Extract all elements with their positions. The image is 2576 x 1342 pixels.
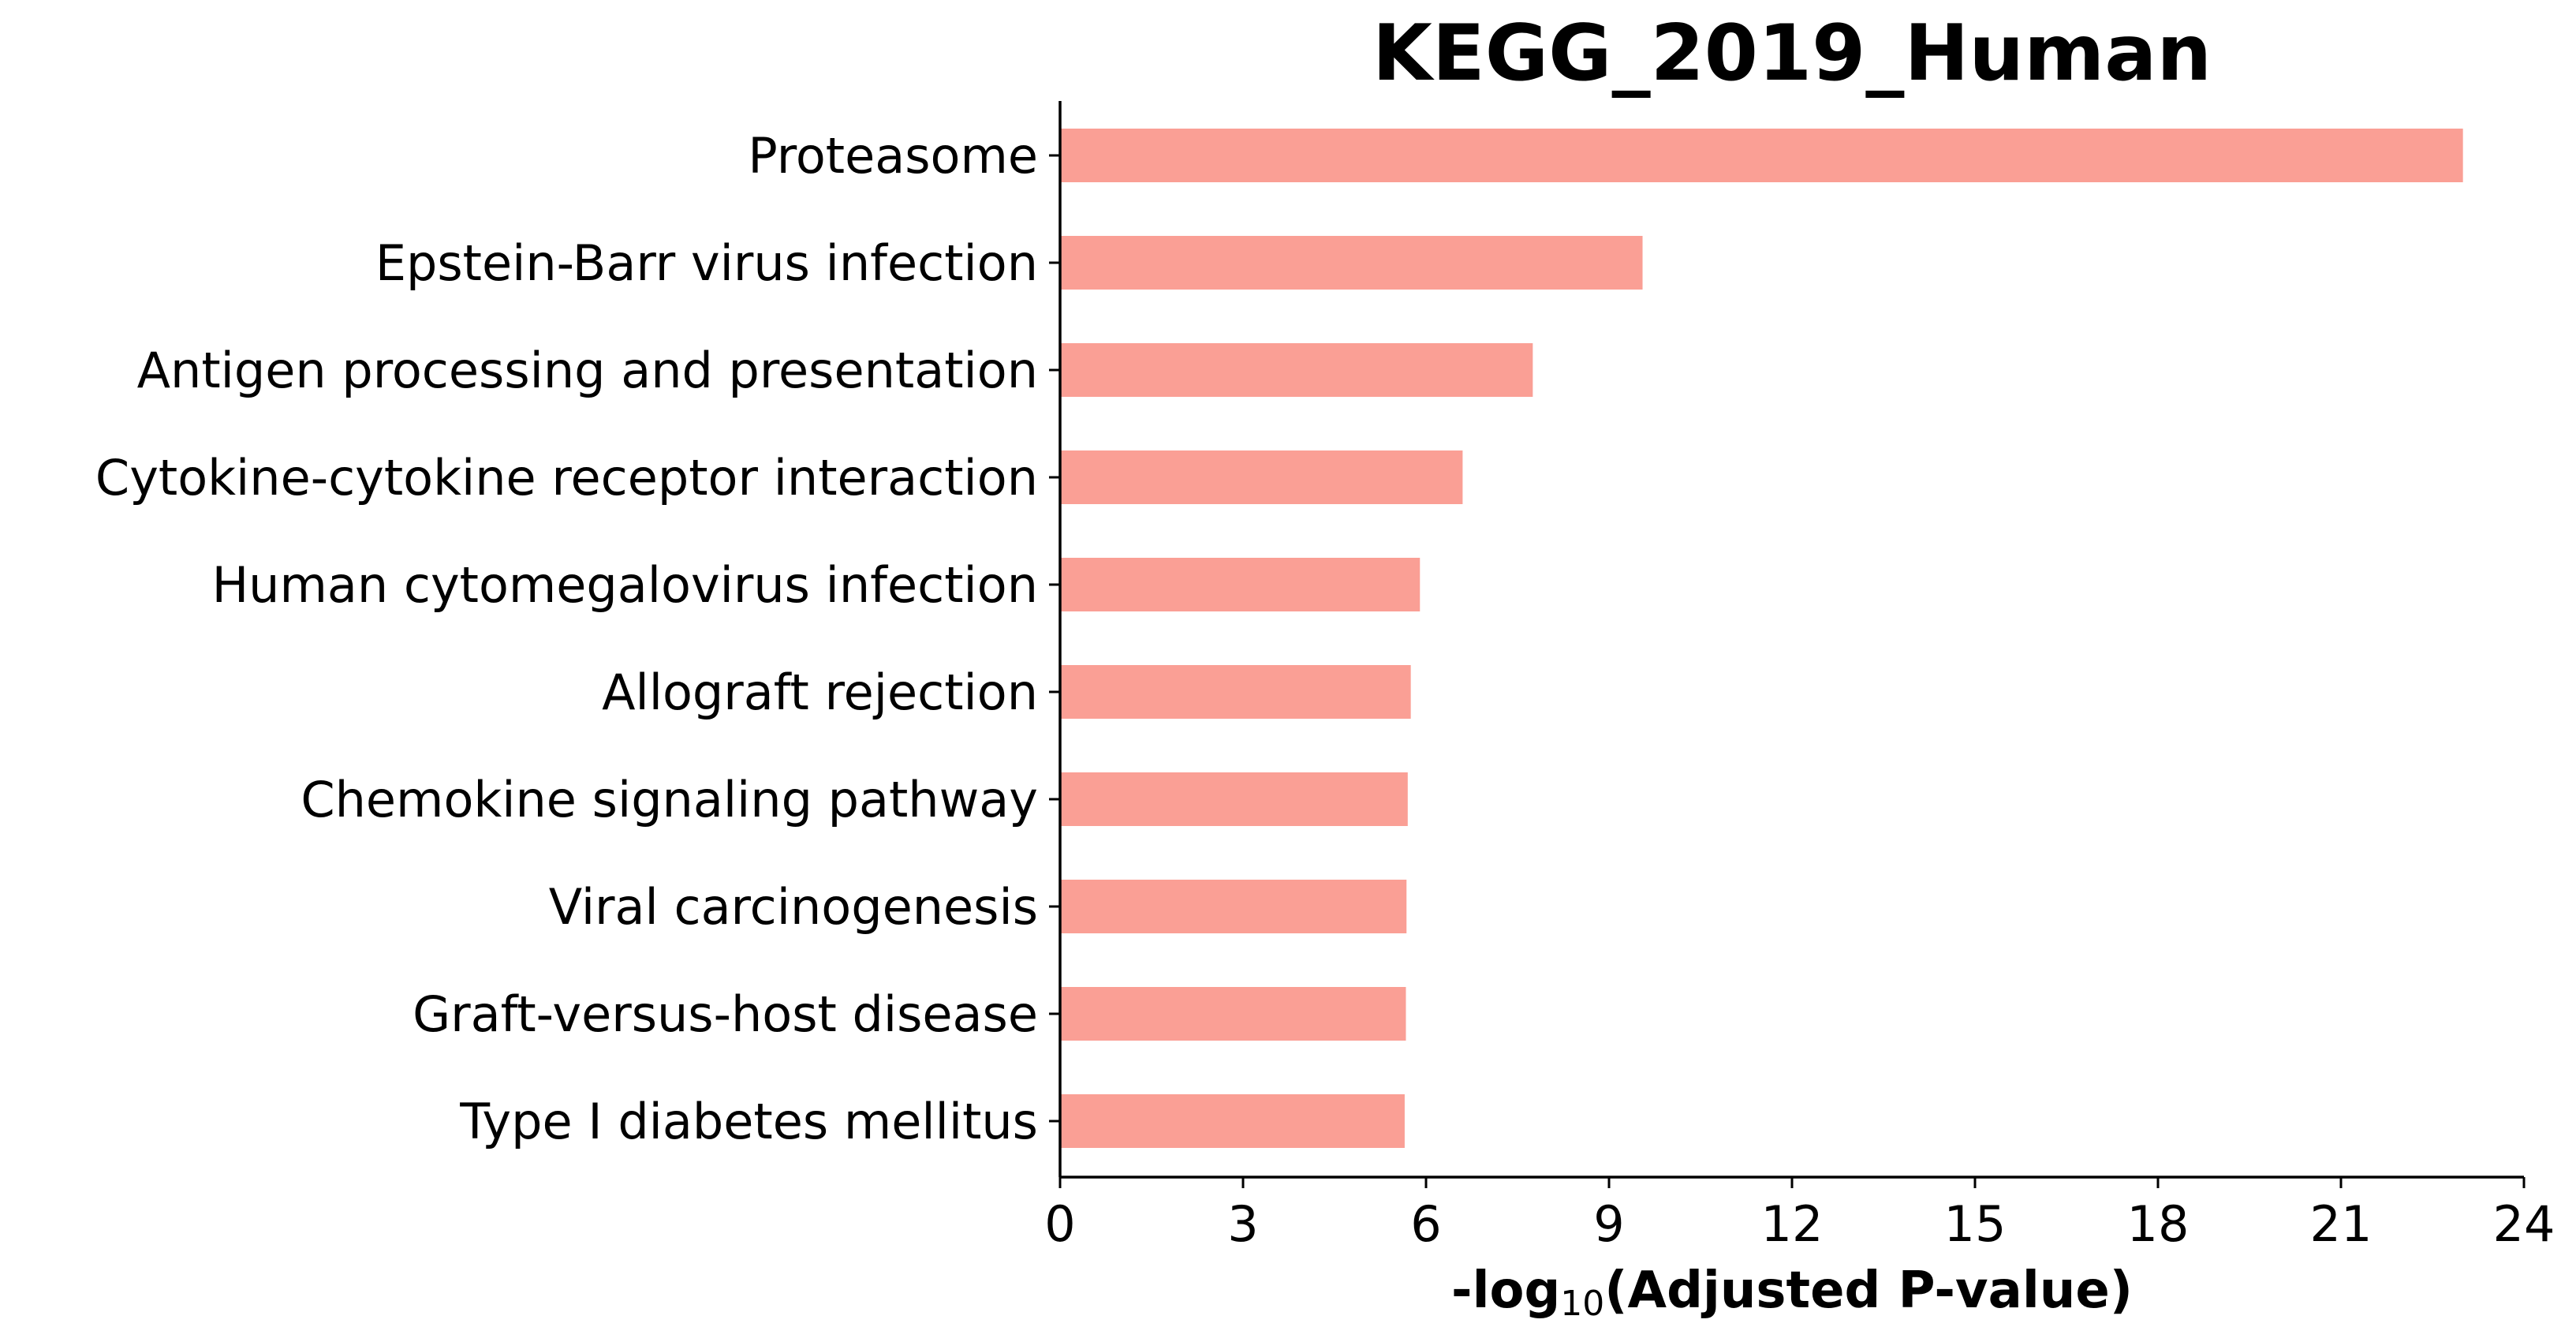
x-tick-label: 3: [1227, 1195, 1258, 1253]
category-labels: Proteasome Epstein-Barr virus infection An…: [95, 127, 1060, 1150]
bar-1: [1060, 236, 1643, 290]
x-axis-title-suffix: (Adjusted P-value): [1604, 1262, 2133, 1320]
bar-8: [1060, 987, 1406, 1041]
x-axis-title-subscript: 10: [1560, 1284, 1604, 1324]
category-label: Graft-versus-host disease: [413, 985, 1038, 1043]
chart-title: KEGG_2019_Human: [1372, 9, 2212, 99]
category-label: Allograft rejection: [602, 664, 1038, 721]
category-label: Human cytomegalovirus infection: [212, 556, 1038, 614]
x-tick-label: 9: [1593, 1195, 1624, 1253]
x-tick-label: 21: [2310, 1195, 2373, 1253]
x-tick-label: 6: [1410, 1195, 1441, 1253]
category-label: Antigen processing and presentation: [137, 342, 1038, 399]
x-tick-label: 15: [1944, 1195, 2007, 1253]
category-label: Chemokine signaling pathway: [301, 771, 1038, 828]
category-label: Epstein-Barr virus infection: [375, 234, 1038, 292]
category-label: Type I diabetes mellitus: [459, 1093, 1038, 1150]
bar-4: [1060, 558, 1421, 611]
x-ticks: 0 3 6 9 12 15 18 21 24: [1044, 1177, 2555, 1253]
category-label: Cytokine-cytokine receptor interaction: [95, 449, 1038, 507]
x-tick-label: 24: [2493, 1195, 2555, 1253]
bar-9: [1060, 1094, 1405, 1148]
x-tick-label: 12: [1761, 1195, 1824, 1253]
bars: [1060, 129, 2463, 1148]
x-tick-label: 18: [2127, 1195, 2190, 1253]
x-axis-title: -log10(Adjusted P-value): [1451, 1262, 2133, 1324]
bar-5: [1060, 665, 1411, 719]
category-label: Proteasome: [748, 127, 1038, 185]
x-tick-label: 0: [1044, 1195, 1075, 1253]
bar-2: [1060, 343, 1533, 397]
bar-7: [1060, 880, 1407, 933]
bar-3: [1060, 450, 1463, 504]
bar-6: [1060, 772, 1408, 826]
category-label: Viral carcinogenesis: [549, 878, 1038, 936]
x-axis-title-prefix: -log: [1451, 1262, 1560, 1320]
bar-0: [1060, 129, 2463, 182]
